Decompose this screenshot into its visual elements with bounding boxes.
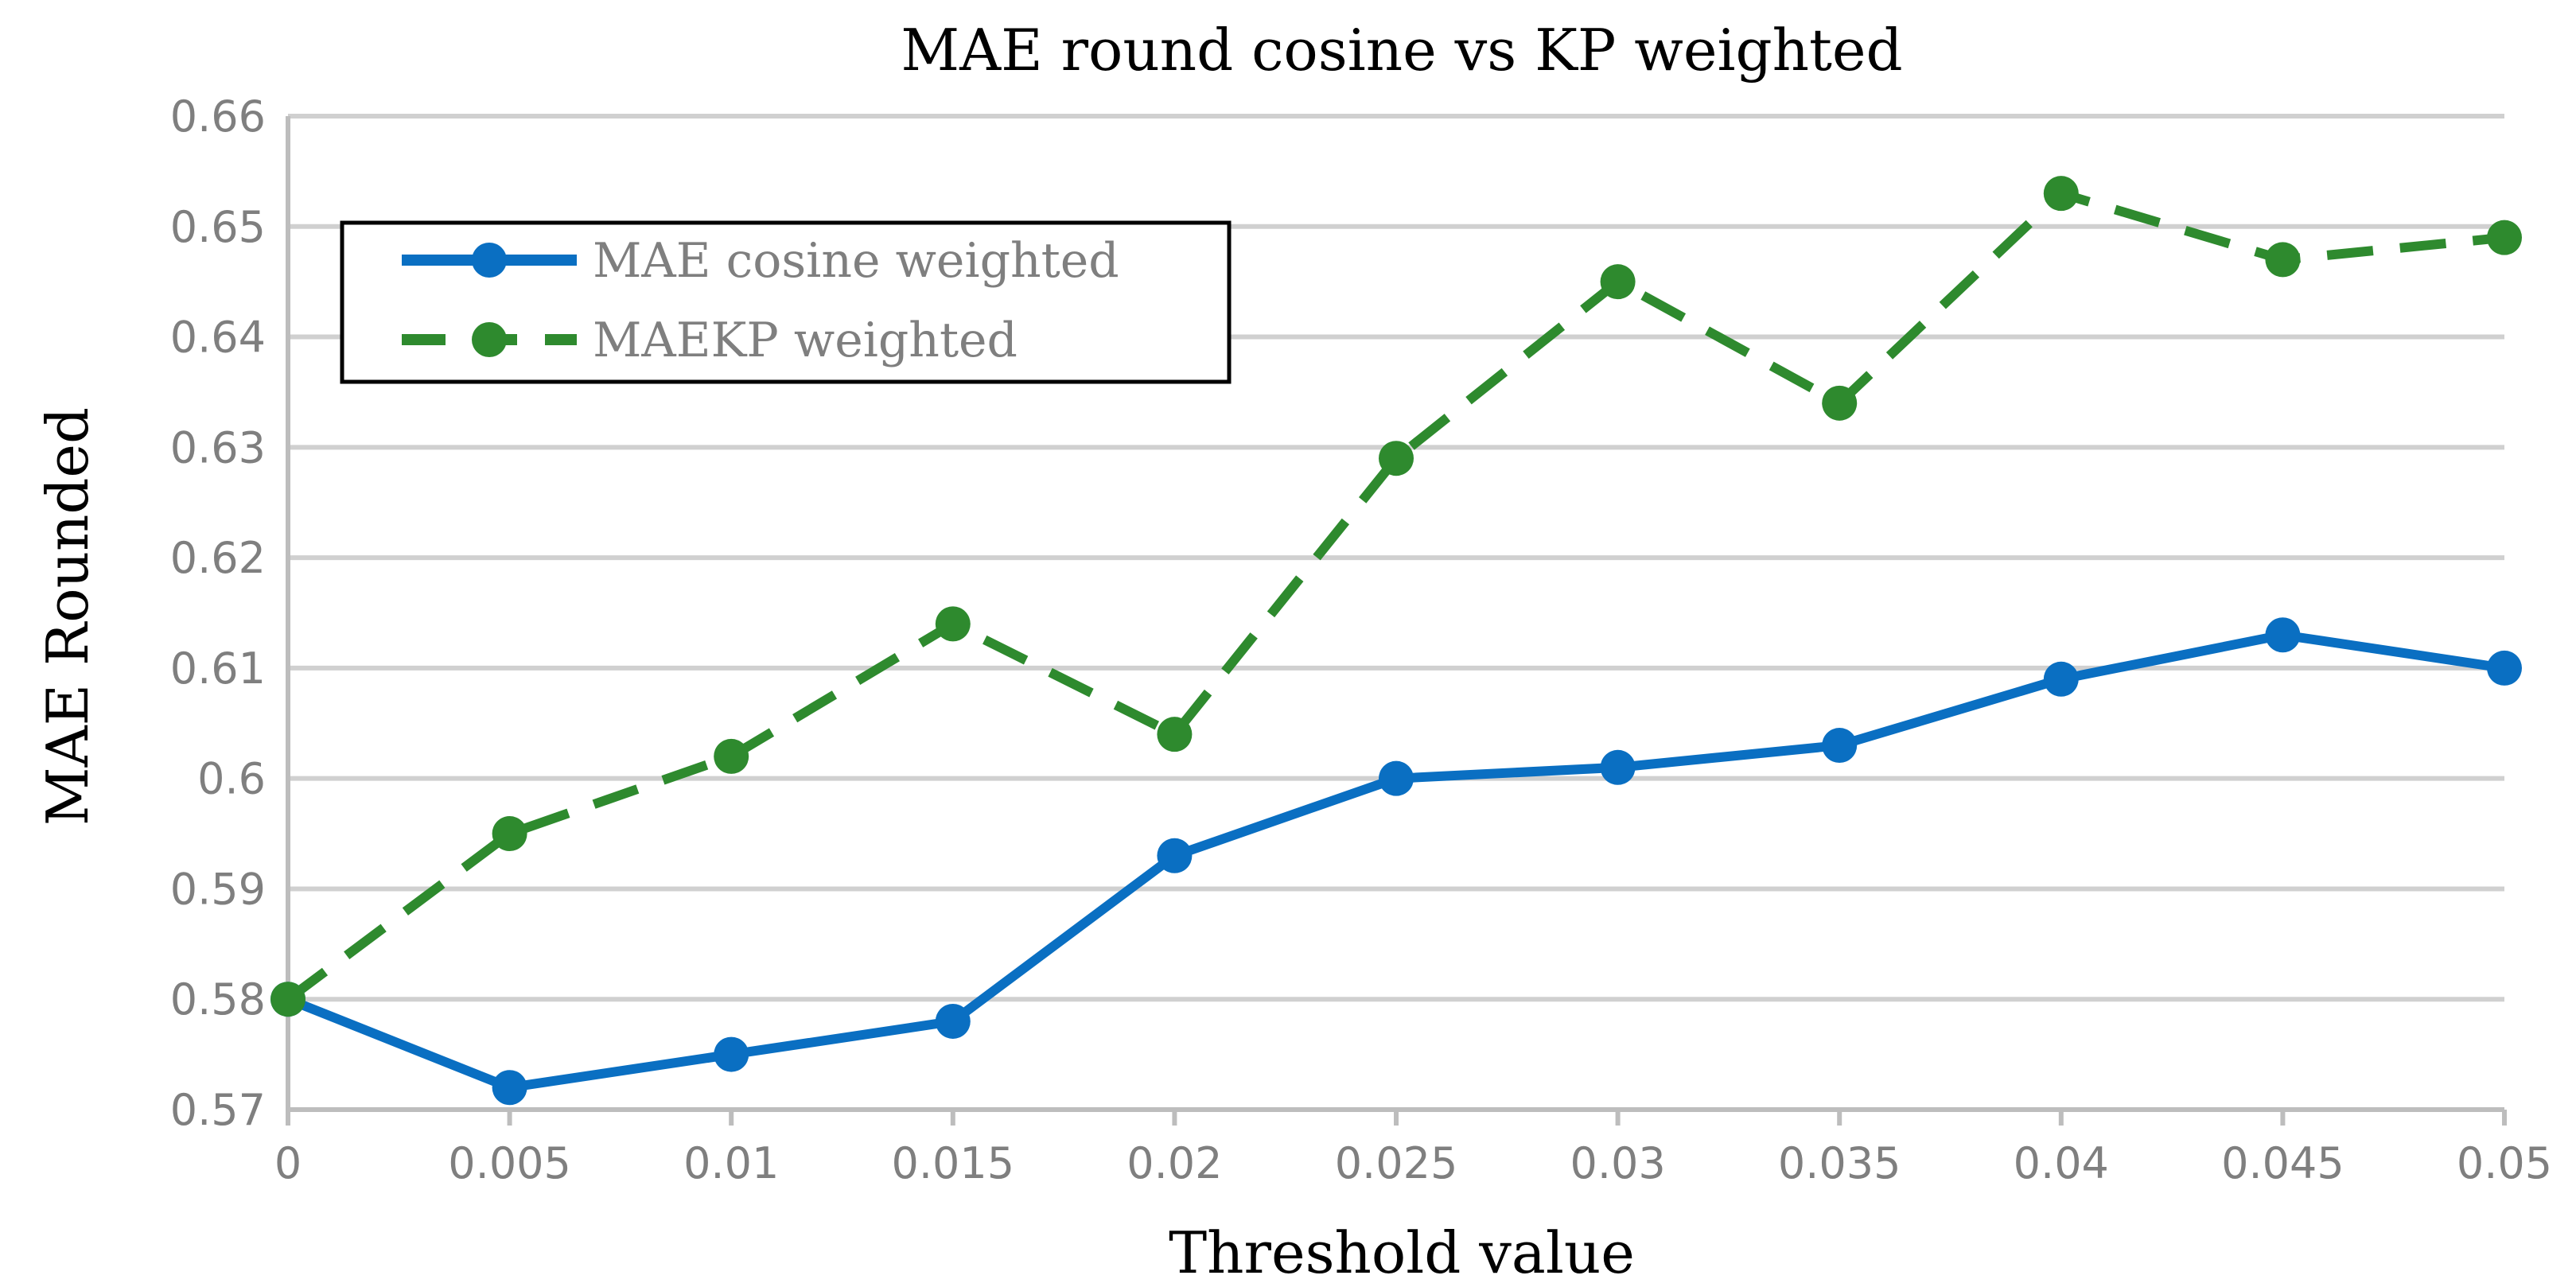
x-tick-label: 0.035	[1778, 1138, 1901, 1188]
x-tick-label: 0.04	[2014, 1138, 2109, 1188]
x-axis-label: Threshold value	[1169, 1219, 1635, 1286]
y-tick-label: 0.65	[170, 202, 266, 252]
x-tick-label: 0.015	[892, 1138, 1015, 1188]
data-point-series2	[714, 738, 749, 774]
y-tick-label: 0.62	[170, 533, 266, 583]
data-point-series1	[492, 1070, 527, 1106]
x-tick-label: 0.05	[2457, 1138, 2552, 1188]
data-markers	[270, 176, 2522, 1106]
legend-swatch-marker	[472, 322, 507, 357]
x-tick-label: 0.02	[1127, 1138, 1222, 1188]
data-point-series2	[2487, 220, 2522, 255]
series-line-1	[286, 630, 2505, 1093]
data-point-series1	[2265, 617, 2301, 653]
data-point-series2	[1379, 441, 1414, 476]
data-point-series1	[1157, 838, 1193, 873]
x-tick-label: 0	[274, 1138, 302, 1188]
x-tick-label: 0.025	[1335, 1138, 1458, 1188]
y-tick-label: 0.57	[170, 1085, 266, 1135]
y-tick-label: 0.66	[170, 91, 266, 142]
data-point-series1	[1379, 760, 1414, 796]
data-point-series1	[1600, 749, 1636, 785]
legend-entry-series2: MAEKP weighted	[402, 313, 1018, 368]
y-tick-labels: 0.57 0.58 0.59 0.6 0.61 0.62 0.63 0.64 0.65 0.66	[170, 91, 266, 1135]
legend-entry-series1: MAE cosine weighted	[402, 233, 1119, 289]
x-tick-labels: 0 0.005 0.01 0.015 0.02 0.025 0.03 0.035 0.04 0.0…	[274, 1138, 2552, 1188]
y-tick-label: 0.64	[170, 313, 266, 363]
legend-swatch-marker	[472, 243, 507, 278]
legend-label: MAEKP weighted	[593, 313, 1018, 368]
data-point-series2	[270, 982, 305, 1017]
data-point-series1	[935, 1003, 971, 1039]
data-point-series1	[2487, 650, 2522, 686]
data-point-series2	[2043, 176, 2079, 212]
y-tick-label: 0.6	[197, 754, 266, 804]
series-line-2	[285, 189, 2505, 1004]
chart-title: MAE round cosine vs KP weighted	[901, 17, 1902, 84]
data-point-series2	[1157, 717, 1193, 752]
data-point-series2	[1822, 385, 1858, 421]
data-point-series2	[492, 816, 527, 852]
y-tick-label: 0.58	[170, 974, 266, 1025]
x-tick-label: 0.005	[448, 1138, 571, 1188]
y-tick-label: 0.59	[170, 864, 266, 914]
y-tick-label: 0.63	[170, 422, 266, 472]
data-point-series1	[714, 1036, 749, 1072]
y-axis-label: MAE Rounded	[34, 407, 101, 826]
x-tick-label: 0.045	[2221, 1138, 2344, 1188]
data-point-series1	[2043, 661, 2079, 697]
x-tick-label: 0.01	[683, 1138, 779, 1188]
y-tick-label: 0.61	[170, 644, 266, 694]
legend: MAE cosine weighted MAEKP weighted	[340, 220, 1232, 384]
data-point-series2	[935, 606, 971, 642]
data-point-series2	[1600, 264, 1636, 300]
data-point-series2	[2265, 242, 2301, 278]
legend-label: MAE cosine weighted	[593, 233, 1119, 289]
data-point-series1	[1822, 728, 1858, 764]
x-tick-label: 0.03	[1570, 1138, 1665, 1188]
